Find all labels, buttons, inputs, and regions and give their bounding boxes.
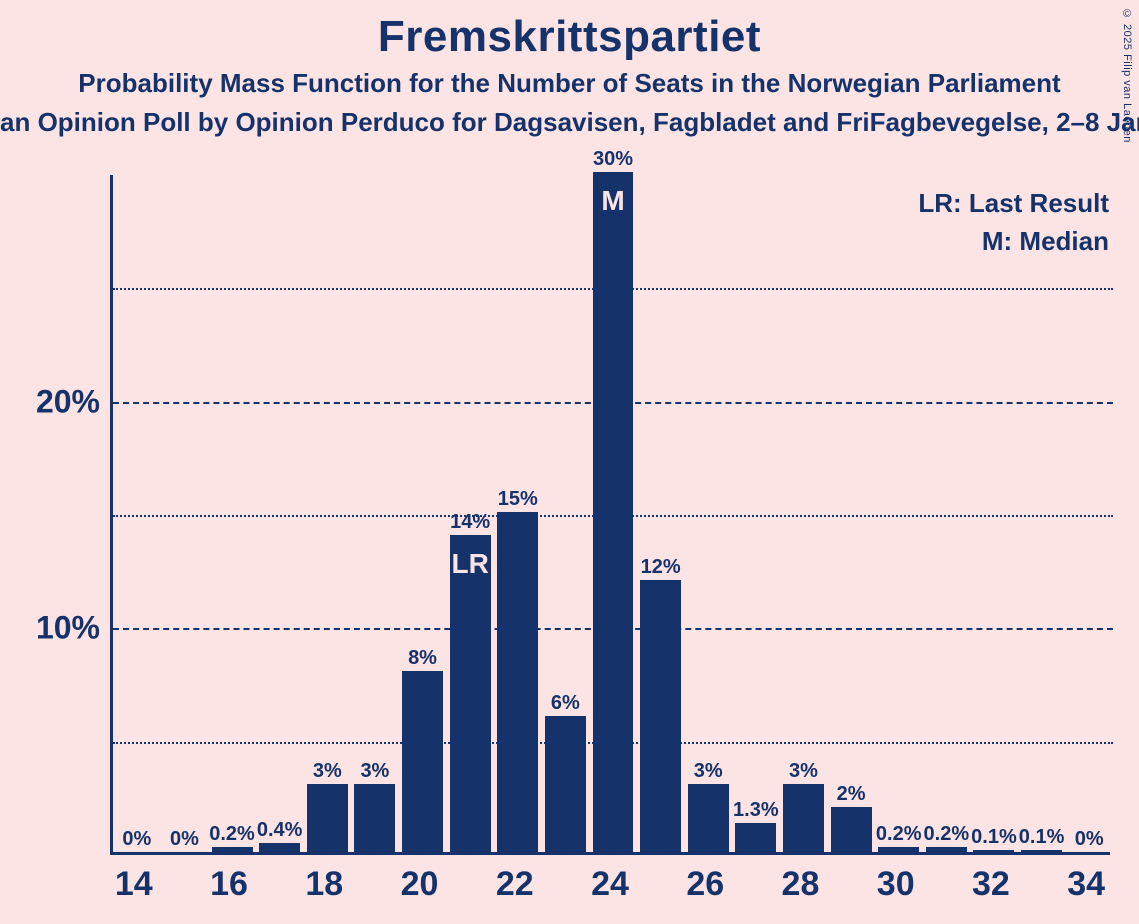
bar (878, 847, 919, 852)
bar-value-label: 0% (122, 828, 151, 851)
x-axis-label: 22 (496, 865, 534, 904)
bar (735, 823, 776, 852)
bar-value-label: 8% (408, 647, 437, 670)
bar-value-label: 3% (694, 760, 723, 783)
bar (640, 580, 681, 852)
bar-value-label: 3% (313, 760, 342, 783)
bar-value-label: 0.4% (257, 819, 303, 842)
last-result-marker: LR (451, 548, 488, 580)
y-axis-label: 10% (36, 610, 100, 647)
chart-source: an Opinion Poll by Opinion Perduco for D… (0, 107, 1139, 138)
bar (259, 843, 300, 852)
x-axis-label: 26 (686, 865, 724, 904)
bar-value-label: 1.3% (733, 799, 779, 822)
plot: 0%0%0.2%0.4%3%3%8%14%LR15%6%30%M12%3%1.3… (110, 175, 1110, 855)
x-axis-label: 24 (591, 865, 629, 904)
bar (831, 807, 872, 852)
bar-value-label: 0.2% (209, 823, 255, 846)
bar (926, 847, 967, 852)
bar (545, 716, 586, 852)
bar (402, 671, 443, 852)
bar-value-label: 14% (450, 511, 490, 534)
y-axis-label: 20% (36, 383, 100, 420)
bar (593, 172, 634, 852)
bar-value-label: 0.1% (1019, 826, 1065, 849)
bar-value-label: 6% (551, 692, 580, 715)
bar-value-label: 3% (360, 760, 389, 783)
bar-value-label: 0% (1075, 828, 1104, 851)
bar-value-label: 12% (641, 556, 681, 579)
x-axis-label: 18 (305, 865, 343, 904)
bar-value-label: 0.2% (924, 823, 970, 846)
bar-value-label: 15% (498, 488, 538, 511)
copyright-text: © 2025 Filip van Laenen (1121, 8, 1133, 143)
x-axis-label: 32 (972, 865, 1010, 904)
bar (307, 784, 348, 852)
title-block: Fremskrittspartiet Probability Mass Func… (0, 0, 1139, 138)
bar (354, 784, 395, 852)
x-axis-label: 30 (877, 865, 915, 904)
bar (688, 784, 729, 852)
chart-subtitle: Probability Mass Function for the Number… (0, 68, 1139, 99)
x-axis-label: 20 (401, 865, 439, 904)
x-axis-label: 16 (210, 865, 248, 904)
bar (450, 535, 491, 852)
bar-value-label: 0.2% (876, 823, 922, 846)
x-axis-label: 14 (115, 865, 153, 904)
bar-value-label: 0.1% (971, 826, 1017, 849)
chart-area: 0%0%0.2%0.4%3%3%8%14%LR15%6%30%M12%3%1.3… (110, 175, 1110, 855)
bar-value-label: 2% (837, 783, 866, 806)
chart-title: Fremskrittspartiet (0, 12, 1139, 62)
x-axis-label: 34 (1067, 865, 1105, 904)
bar (1021, 850, 1062, 852)
bar-value-label: 0% (170, 828, 199, 851)
bar (497, 512, 538, 852)
x-axis-label: 28 (782, 865, 820, 904)
bar (212, 847, 253, 852)
bar-value-label: 30% (593, 148, 633, 171)
bar (783, 784, 824, 852)
bar-value-label: 3% (789, 760, 818, 783)
bar (973, 850, 1014, 852)
median-marker: M (601, 185, 624, 217)
